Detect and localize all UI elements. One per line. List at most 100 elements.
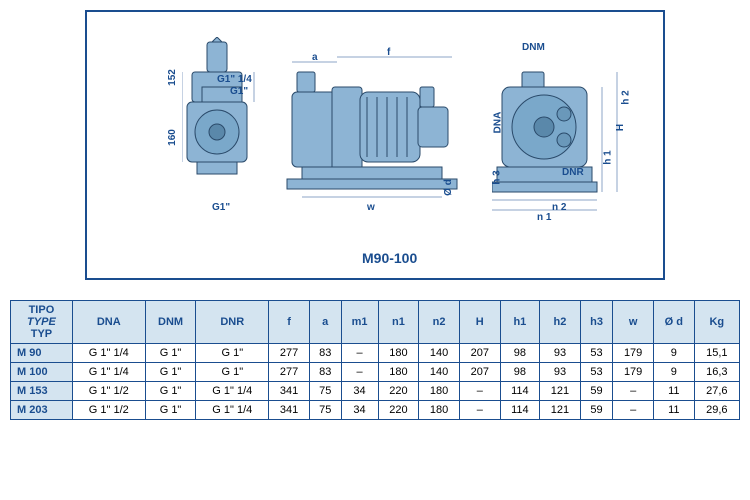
cell-type: M 153 xyxy=(11,382,73,401)
cell-type: M 90 xyxy=(11,344,73,363)
cell: G 1" 1/4 xyxy=(196,401,269,420)
cell: 121 xyxy=(540,382,581,401)
dim-152: 152 xyxy=(167,69,178,86)
cell-type: M 100 xyxy=(11,363,73,382)
cell: 140 xyxy=(419,363,460,382)
dim-dna: DNA xyxy=(492,112,503,134)
cell: 277 xyxy=(269,363,310,382)
label-g1-b: G1" xyxy=(212,202,230,213)
cell: 341 xyxy=(269,401,310,420)
dim-h2: h 2 xyxy=(621,90,632,104)
cell: – xyxy=(459,382,500,401)
col-8: H xyxy=(459,301,500,344)
dim-n1: n 1 xyxy=(537,212,551,223)
cell: 180 xyxy=(378,363,419,382)
col-11: h3 xyxy=(580,301,612,344)
dim-w: w xyxy=(367,202,375,213)
cell: 207 xyxy=(459,344,500,363)
dim-dnr: DNR xyxy=(562,167,584,178)
col-9: h1 xyxy=(500,301,539,344)
cell: 75 xyxy=(309,382,341,401)
cell: G 1" 1/4 xyxy=(72,344,145,363)
cell: 83 xyxy=(309,363,341,382)
cell: 16,3 xyxy=(694,363,739,382)
table-row: M 90G 1" 1/4G 1"G 1"27783–18014020798935… xyxy=(11,344,740,363)
cell: G 1" xyxy=(196,344,269,363)
col-7: n2 xyxy=(419,301,460,344)
cell: 29,6 xyxy=(694,401,739,420)
cell: G 1" xyxy=(196,363,269,382)
cell: 180 xyxy=(419,401,460,420)
cell: 83 xyxy=(309,344,341,363)
cell: G 1" xyxy=(145,401,196,420)
cell: 59 xyxy=(580,401,612,420)
col-5: m1 xyxy=(341,301,378,344)
cell: G 1" xyxy=(145,382,196,401)
model-label: M90-100 xyxy=(362,250,417,266)
cell: G 1" 1/4 xyxy=(72,363,145,382)
cell: 341 xyxy=(269,382,310,401)
dim-a: a xyxy=(312,52,318,63)
cell: – xyxy=(341,344,378,363)
cell: – xyxy=(613,382,654,401)
cell: 59 xyxy=(580,382,612,401)
cell: 11 xyxy=(653,401,694,420)
col-3: f xyxy=(269,301,310,344)
cell: 53 xyxy=(580,363,612,382)
cell: 277 xyxy=(269,344,310,363)
col-type: TIPOTYPETYP xyxy=(11,301,73,344)
col-12: w xyxy=(613,301,654,344)
cell: 121 xyxy=(540,401,581,420)
cell: 9 xyxy=(653,363,694,382)
col-1: DNM xyxy=(145,301,196,344)
pump-front-view xyxy=(492,52,632,217)
cell-type: M 203 xyxy=(11,401,73,420)
cell: – xyxy=(341,363,378,382)
col-2: DNR xyxy=(196,301,269,344)
cell: 9 xyxy=(653,344,694,363)
cell: 179 xyxy=(613,363,654,382)
dim-dnm: DNM xyxy=(522,42,545,53)
col-4: a xyxy=(309,301,341,344)
cell: 140 xyxy=(419,344,460,363)
col-6: n1 xyxy=(378,301,419,344)
cell: 93 xyxy=(540,363,581,382)
cell: 180 xyxy=(378,344,419,363)
dim-160: 160 xyxy=(167,129,178,146)
cell: 220 xyxy=(378,401,419,420)
spec-table: TIPOTYPETYPDNADNMDNRfam1n1n2Hh1h2h3wØ dK… xyxy=(10,300,740,420)
cell: 114 xyxy=(500,401,539,420)
cell: – xyxy=(613,401,654,420)
cell: 53 xyxy=(580,344,612,363)
cell: 15,1 xyxy=(694,344,739,363)
cell: G 1" 1/4 xyxy=(196,382,269,401)
cell: G 1" 1/2 xyxy=(72,401,145,420)
cell: 180 xyxy=(419,382,460,401)
cell: G 1" 1/2 xyxy=(72,382,145,401)
label-g1-14: G1" 1/4 xyxy=(217,74,252,85)
label-g1-a: G1" xyxy=(230,86,248,97)
cell: 220 xyxy=(378,382,419,401)
cell: – xyxy=(459,401,500,420)
cell: 11 xyxy=(653,382,694,401)
dim-od: Ø d xyxy=(443,179,454,196)
dim-f: f xyxy=(387,47,390,58)
table-row: M 203G 1" 1/2G 1"G 1" 1/43417534220180–1… xyxy=(11,401,740,420)
dim-h: H xyxy=(615,124,626,131)
technical-diagram: 152 160 G1" 1/4 G1" G1" a f w Ø d DNM DN… xyxy=(85,10,665,280)
cell: 98 xyxy=(500,344,539,363)
col-14: Kg xyxy=(694,301,739,344)
cell: 207 xyxy=(459,363,500,382)
cell: 34 xyxy=(341,382,378,401)
cell: G 1" xyxy=(145,344,196,363)
dim-h1: h 1 xyxy=(603,150,614,164)
dim-h3: h 3 xyxy=(492,170,503,184)
col-0: DNA xyxy=(72,301,145,344)
pump-top-view xyxy=(182,37,262,177)
cell: 34 xyxy=(341,401,378,420)
cell: 114 xyxy=(500,382,539,401)
table-row: M 153G 1" 1/2G 1"G 1" 1/43417534220180–1… xyxy=(11,382,740,401)
cell: 27,6 xyxy=(694,382,739,401)
cell: 93 xyxy=(540,344,581,363)
cell: 98 xyxy=(500,363,539,382)
